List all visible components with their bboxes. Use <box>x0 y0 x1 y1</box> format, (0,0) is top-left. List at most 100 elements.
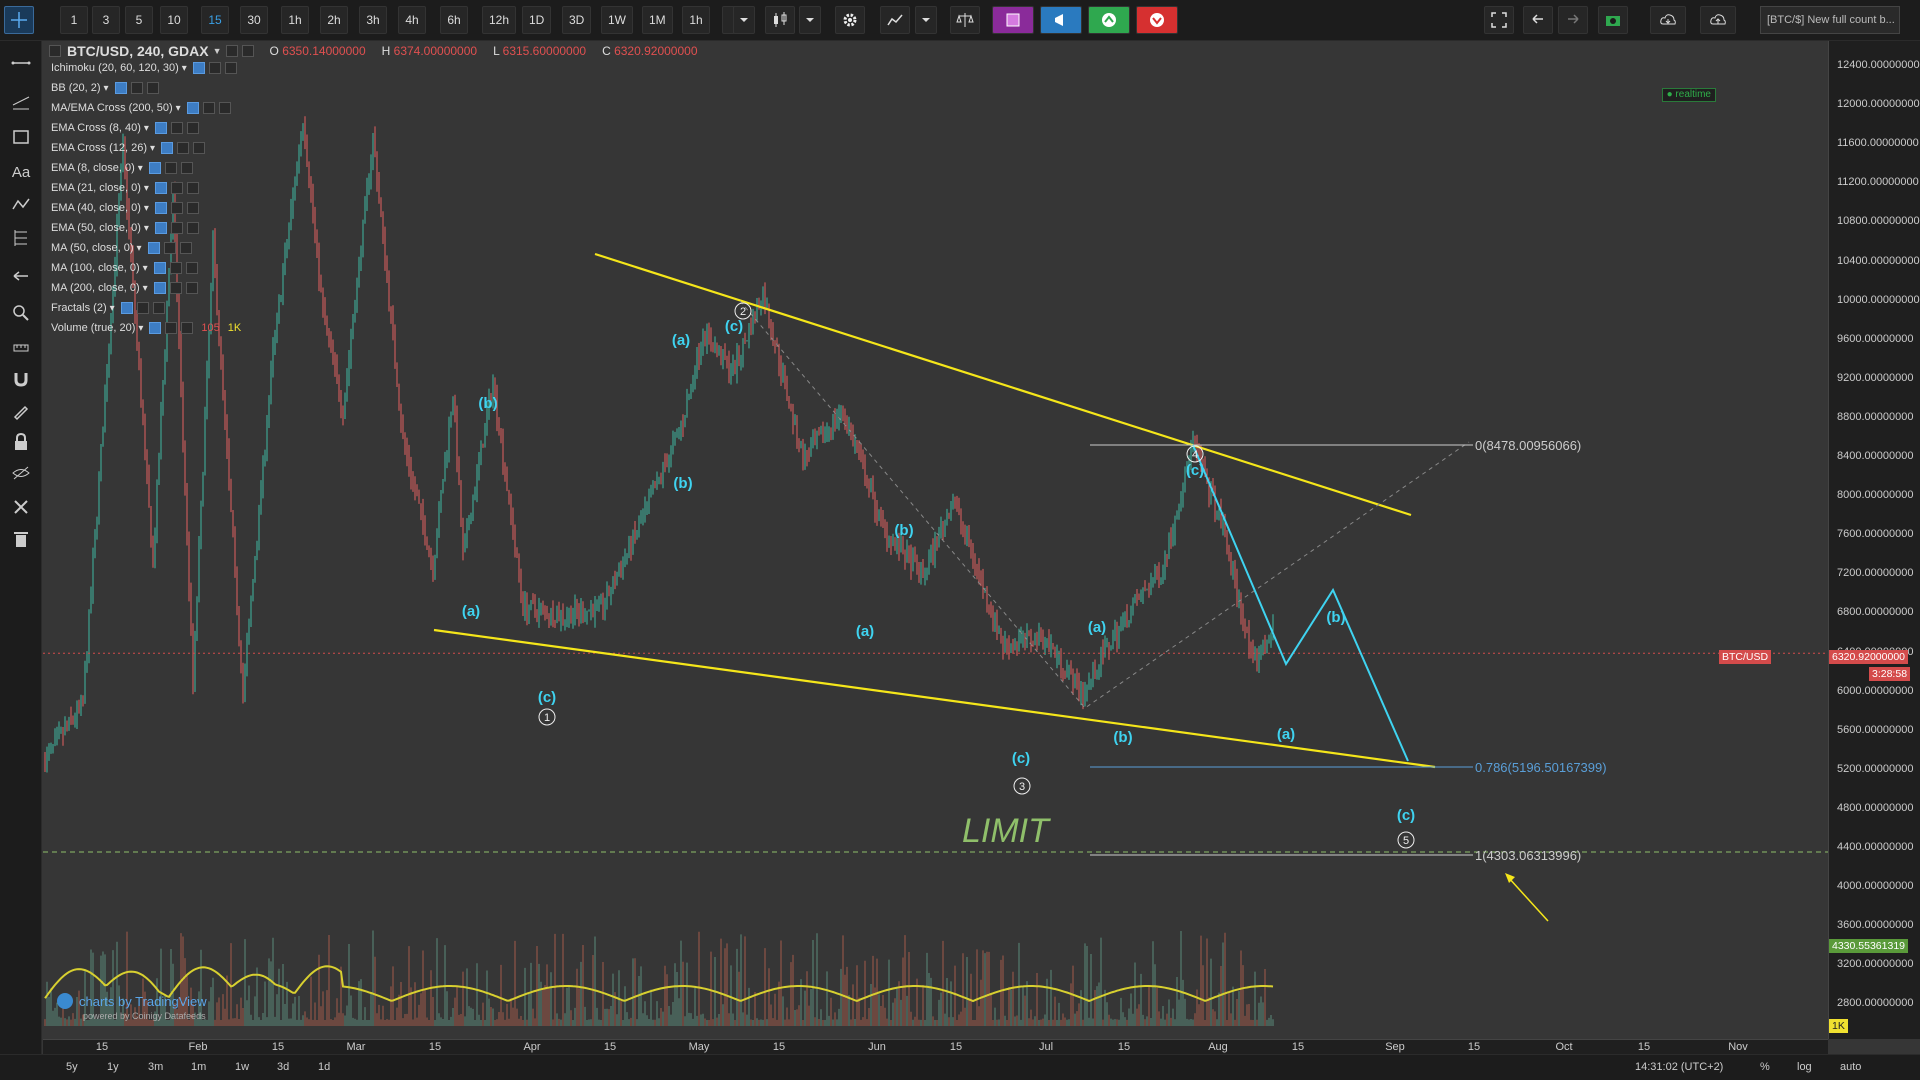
chevron-down-icon[interactable]: ▾ <box>181 62 187 74</box>
price-axis[interactable]: 12400.00000000 12000.00000000 11600.000000… <box>1719 41 1920 1039</box>
range-1m[interactable]: 1m <box>191 1061 207 1073</box>
indicator-name[interactable]: MA (50, close, 0) <box>51 242 134 254</box>
tools-icon[interactable] <box>7 493 35 521</box>
crosshair-icon[interactable] <box>4 6 34 34</box>
eye-hidden-icon[interactable] <box>7 459 35 487</box>
alerts-cube-icon[interactable] <box>992 6 1034 34</box>
indicator-name[interactable]: EMA Cross (12, 26) <box>51 142 147 154</box>
indicator-row[interactable]: Volume (true, 20) ▾ 105 1K <box>51 320 241 336</box>
compare-icon[interactable] <box>950 6 980 34</box>
indicator-row[interactable]: BB (20, 2) ▾ <box>51 80 159 96</box>
chevron-down-icon[interactable]: ▾ <box>103 82 109 94</box>
close-icon[interactable] <box>224 62 237 74</box>
close-icon[interactable] <box>186 182 199 194</box>
down-arrow-icon[interactable] <box>1136 6 1178 34</box>
percent-toggle[interactable]: % <box>1760 1061 1770 1073</box>
chevron-down-icon[interactable]: ▾ <box>142 262 148 274</box>
timeframe-12h[interactable]: 12h <box>482 6 517 34</box>
megaphone-icon[interactable] <box>1040 6 1082 34</box>
chevron-down-icon[interactable]: ▾ <box>143 182 149 194</box>
pattern-icon[interactable] <box>7 191 35 219</box>
chevron-down-icon[interactable]: ▾ <box>175 102 181 114</box>
settings-icon[interactable] <box>153 262 166 274</box>
trend-lines-icon[interactable] <box>7 87 35 115</box>
eye-icon[interactable] <box>208 62 221 74</box>
close-icon[interactable] <box>186 222 199 234</box>
time-axis[interactable]: 15 Feb 15 Mar 15 Apr 15 May 15 Jun 15 Jul 15 Aug 15 Sep… <box>43 1039 1828 1054</box>
eye-icon[interactable] <box>202 102 215 114</box>
news-ticker[interactable]: [BTC/$] New full count b... <box>1760 6 1900 34</box>
settings-icon[interactable] <box>186 102 199 114</box>
rectangle-icon[interactable] <box>7 123 35 151</box>
indicator-name[interactable]: BB (20, 2) <box>51 82 101 94</box>
indicator-row[interactable]: EMA Cross (12, 26) ▾ <box>51 140 206 156</box>
indicator-row[interactable]: Ichimoku (20, 60, 120, 30) ▾ <box>51 60 237 76</box>
indicator-name[interactable]: MA (200, close, 0) <box>51 282 140 294</box>
close-icon[interactable] <box>186 202 199 214</box>
chevron-down-icon[interactable]: ▾ <box>142 282 148 294</box>
eye-icon[interactable] <box>169 282 182 294</box>
indicator-name[interactable]: MA (100, close, 0) <box>51 262 140 274</box>
timeframe-3h[interactable]: 3h <box>359 6 387 34</box>
settings-icon[interactable] <box>154 182 167 194</box>
magnet-icon[interactable] <box>7 365 35 393</box>
settings-icon[interactable] <box>161 142 174 154</box>
close-icon[interactable] <box>185 282 198 294</box>
range-1y[interactable]: 1y <box>107 1061 119 1073</box>
timeframe-30[interactable]: 30 <box>240 6 268 34</box>
timeframe-1h[interactable]: 1h <box>682 6 710 34</box>
settings-icon[interactable] <box>114 82 127 94</box>
arrow-left-icon[interactable] <box>7 262 35 290</box>
chevron-down-icon[interactable]: ▾ <box>143 122 149 134</box>
chevron-down-icon[interactable] <box>733 6 755 34</box>
timeframe-1D[interactable]: 1D <box>522 6 552 34</box>
timeframe-6h[interactable]: 6h <box>440 6 468 34</box>
settings-icon[interactable] <box>149 322 162 334</box>
timeframe-1[interactable]: 1 <box>60 6 88 34</box>
chevron-down-icon[interactable] <box>799 6 821 34</box>
redo-icon[interactable] <box>1558 6 1588 34</box>
eye-icon[interactable] <box>170 182 183 194</box>
fullscreen-icon[interactable] <box>1484 6 1514 34</box>
cloud-down-icon[interactable] <box>1650 6 1686 34</box>
range-5y[interactable]: 5y <box>66 1061 78 1073</box>
chevron-down-icon[interactable]: ▾ <box>137 162 143 174</box>
indicator-name[interactable]: Ichimoku (20, 60, 120, 30) <box>51 62 179 74</box>
indicator-name[interactable]: EMA Cross (8, 40) <box>51 122 141 134</box>
chevron-down-icon[interactable]: ▼ <box>212 46 222 56</box>
close-icon[interactable] <box>146 82 159 94</box>
eye-icon[interactable] <box>136 302 149 314</box>
log-toggle[interactable]: log <box>1797 1061 1812 1073</box>
chart-pane[interactable]: LIMIT 0(8478.00956066) 0.786(5196.501673… <box>43 41 1828 1039</box>
close-icon[interactable] <box>152 302 165 314</box>
range-1w[interactable]: 1w <box>235 1061 250 1073</box>
close-icon[interactable] <box>180 162 193 174</box>
timeframe-10[interactable]: 10 <box>160 6 188 34</box>
indicator-row[interactable]: EMA (8, close, 0) ▾ <box>51 160 193 176</box>
text-icon[interactable]: Aa <box>11 163 31 181</box>
indicator-name[interactable]: EMA (21, close, 0) <box>51 182 141 194</box>
settings-icon[interactable] <box>192 62 205 74</box>
indicator-row[interactable]: EMA (40, close, 0) ▾ <box>51 200 199 216</box>
settings-icon[interactable] <box>154 222 167 234</box>
eye-icon[interactable] <box>165 322 178 334</box>
chevron-down-icon[interactable]: ▾ <box>136 242 142 254</box>
camera-icon[interactable] <box>1598 6 1628 34</box>
close-icon[interactable] <box>181 322 194 334</box>
eye-icon[interactable] <box>164 162 177 174</box>
indicator-name[interactable]: Fractals (2) <box>51 302 107 314</box>
horizontal-line-icon[interactable] <box>7 49 35 77</box>
close-icon[interactable] <box>179 242 192 254</box>
lock-icon[interactable] <box>7 428 35 456</box>
chevron-down-icon[interactable]: ▾ <box>143 202 149 214</box>
pencil-icon[interactable] <box>7 397 35 425</box>
auto-toggle[interactable]: auto <box>1840 1061 1862 1073</box>
range-3d[interactable]: 3d <box>277 1061 290 1073</box>
indicator-row[interactable]: MA (200, close, 0) ▾ <box>51 280 198 296</box>
indicator-row[interactable]: MA (50, close, 0) ▾ <box>51 240 192 256</box>
timeframe-3[interactable]: 3 <box>92 6 120 34</box>
eye-icon[interactable] <box>170 202 183 214</box>
settings-icon[interactable] <box>154 122 167 134</box>
settings-icon[interactable] <box>153 282 166 294</box>
zoom-icon[interactable] <box>7 299 35 327</box>
